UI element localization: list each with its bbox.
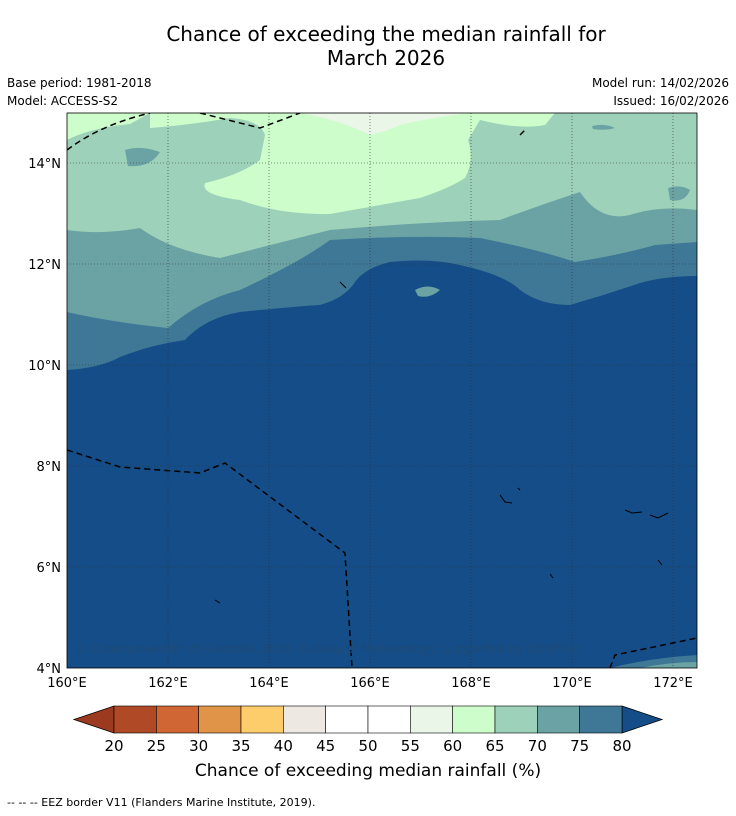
colorbar-tick-label: 50 [358,737,377,755]
x-tick-160: 160°E [47,676,87,691]
colorbar-cell [367,705,411,734]
colorbar-cell [240,705,284,734]
patch-75-80-d [415,286,440,297]
x-tick-166: 166°E [350,676,390,691]
colorbar-cells [113,705,623,734]
colorbar-tick-label: 30 [189,737,208,755]
colorbar-cell [283,705,326,734]
band-60-65-nw [67,113,150,140]
map-plot-area: © Commonwealth of Australia 2026, Bureau… [67,113,697,668]
colorbar-cell [452,705,496,734]
map-title: Chance of exceeding the median rainfall … [0,22,736,70]
colorbar-tick-label: 25 [147,737,166,755]
colorbar-tick-label: 80 [612,737,631,755]
model-name: Model: ACCESS-S2 [7,94,119,108]
patch-75-80-b [668,186,690,201]
colorbar-cell [537,705,580,734]
eez-border [67,113,697,668]
colorbar-tick-label: 45 [316,737,335,755]
x-tick-170: 170°E [552,676,592,691]
colorbar-cell [198,705,242,734]
map-frame [66,112,698,669]
colorbar-cell [410,705,453,734]
y-tick-6n: 6°N [37,561,62,576]
colorbar-tick-label: 70 [528,737,547,755]
y-tick-12n: 12°N [28,258,61,273]
colorbar-tick-label: 75 [570,737,589,755]
x-tick-164: 164°E [249,676,289,691]
colorbar-high-arrow [621,705,664,734]
band-85-plus [67,260,697,668]
issued-date: Issued: 16/02/2026 [613,94,729,108]
title-line-1: Chance of exceeding the median rainfall … [166,22,606,46]
colorbar-tick-label: 35 [231,737,250,755]
model-run: Model run: 14/02/2026 [591,76,729,90]
islands [214,281,669,604]
base-period: Base period: 1981-2018 [7,76,152,90]
y-axis: 14°N 12°N 10°N 8°N 6°N 4°N [28,157,61,677]
y-tick-8n: 8°N [37,460,62,475]
colorbar-low-arrow [72,705,115,734]
patch-75-80-c [592,124,615,130]
gridlines [67,113,697,668]
meta-left: Base period: 1981-2018 Model: ACCESS-S2 [7,74,152,110]
band-75-80-se [640,662,697,668]
colorbar: 20 25 30 35 40 45 50 55 60 65 70 75 80 [72,705,664,755]
colorbar-tick-label: 65 [485,737,504,755]
y-tick-14n: 14°N [28,157,61,172]
y-tick-4n: 4°N [37,662,62,677]
colorbar-cell [325,705,369,734]
x-tick-162: 162°E [148,676,188,691]
footer-note: -- -- -- EEZ border V11 (Flanders Marine… [7,796,316,809]
colorbar-cell [494,705,538,734]
band-60-65-north [150,113,555,215]
copyright-text: © Commonwealth of Australia 2026, Bureau… [75,642,580,656]
colorbar-tick-label: 20 [104,737,123,755]
meta-right: Model run: 14/02/2026 Issued: 16/02/2026 [592,74,729,110]
patch-75-80-a [125,147,160,167]
colorbar-label: Chance of exceeding median rainfall (%) [194,761,542,781]
x-tick-168: 168°E [451,676,491,691]
colorbar-tick-label: 40 [274,737,293,755]
x-tick-172: 172°E [653,676,693,691]
colorbar-tick-label: 60 [443,737,462,755]
colorbar-ticks: 20 25 30 35 40 45 50 55 60 65 70 75 80 [104,737,631,755]
band-55-60 [300,113,470,135]
colorbar-cell [156,705,199,734]
colorbar-tick-label: 55 [401,737,420,755]
colorbar-cell [113,705,157,734]
title-line-2: March 2026 [326,46,446,70]
y-tick-10n: 10°N [28,359,61,374]
x-axis: 160°E 162°E 164°E 166°E 168°E 170°E 172°… [47,676,693,691]
colorbar-cell [579,705,623,734]
